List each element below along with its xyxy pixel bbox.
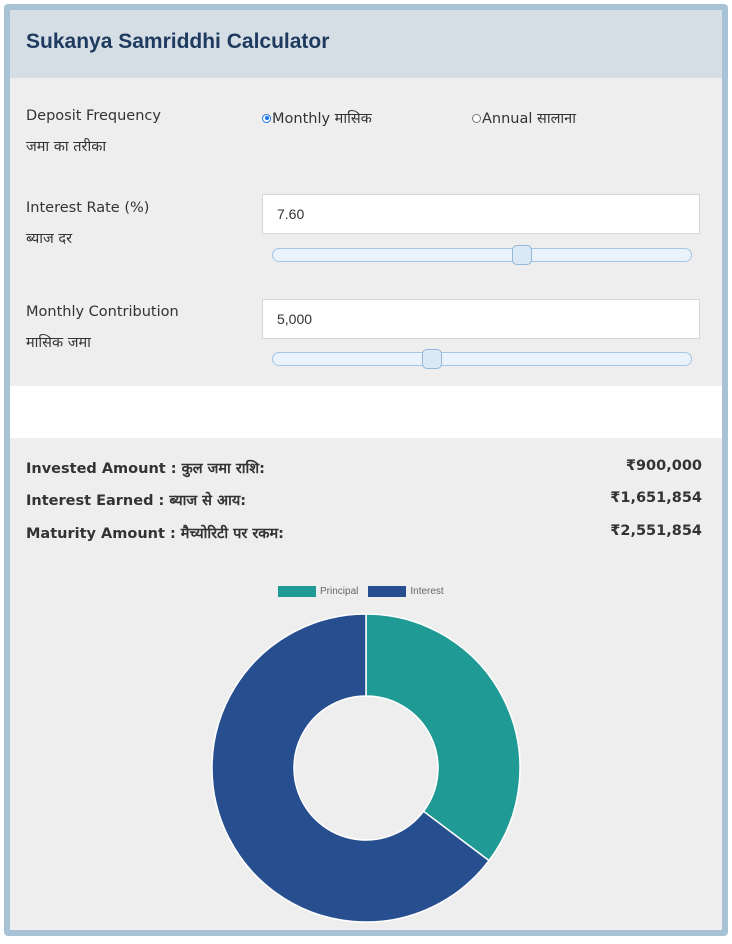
monthly-contribution-slider-thumb[interactable] (422, 349, 442, 369)
legend-swatch-interest (368, 585, 407, 597)
interest-rate-label: Interest Rate (%) ब्याज दर (26, 200, 149, 248)
interest-rate-label-en: Interest Rate (%) (26, 200, 150, 216)
donut-slice-interest[interactable] (211, 613, 491, 923)
legend-label-principal: Principal (320, 585, 359, 597)
radio-monthly-label[interactable]: Monthly मासिक (272, 111, 372, 127)
donut-chart (211, 613, 521, 923)
chart-legend: Principal Interest (278, 584, 454, 598)
deposit-frequency-label-en: Deposit Frequency (26, 108, 161, 124)
interest-earned-label: Interest Earned : ब्याज से आय: (26, 493, 247, 509)
maturity-amount-label: Maturity Amount : मैच्योरिटी पर रकम: (26, 526, 284, 542)
monthly-contribution-label-hi: मासिक जमा (26, 335, 91, 351)
deposit-frequency-label-hi: जमा का तरीका (26, 139, 107, 155)
interest-rate-label-hi: ब्याज दर (26, 231, 73, 247)
legend-item-interest[interactable]: Interest (368, 585, 444, 597)
radio-monthly[interactable]: Monthly मासिक (262, 108, 372, 128)
invested-amount-label: Invested Amount : कुल जमा राशि: (26, 461, 265, 477)
monthly-contribution-label-en: Monthly Contribution (26, 304, 179, 320)
radio-annual-label[interactable]: Annual सालाना (482, 111, 576, 127)
interest-rate-slider[interactable] (272, 245, 692, 265)
radio-annual-indicator[interactable] (472, 113, 481, 123)
monthly-contribution-slider[interactable] (272, 349, 692, 369)
radio-annual[interactable]: Annual सालाना (472, 108, 576, 128)
page-title: Sukanya Samriddhi Calculator (26, 30, 330, 53)
interest-earned-row: Interest Earned : ब्याज से आय: ₹1,651,85… (26, 490, 702, 512)
calculator-form: Deposit Frequency जमा का तरीका Monthly म… (10, 88, 722, 386)
monthly-contribution-input[interactable]: 5,000 (262, 299, 700, 339)
invested-amount-row: Invested Amount : कुल जमा राशि: ₹900,000 (26, 458, 702, 480)
maturity-amount-row: Maturity Amount : मैच्योरिटी पर रकम: ₹2,… (26, 523, 702, 545)
donut-slice-principal[interactable] (365, 613, 521, 862)
legend-swatch-principal (278, 585, 316, 597)
radio-monthly-indicator[interactable] (262, 113, 271, 123)
legend-item-principal[interactable]: Principal (278, 585, 359, 597)
interest-rate-slider-thumb[interactable] (512, 245, 532, 265)
deposit-frequency-label: Deposit Frequency जमा का तरीका (26, 108, 161, 156)
section-divider (10, 386, 722, 438)
maturity-amount-value: ₹2,551,854 (610, 523, 702, 539)
monthly-contribution-label: Monthly Contribution मासिक जमा (26, 304, 179, 352)
calculator-header: Sukanya Samriddhi Calculator (10, 10, 722, 78)
results-panel: Invested Amount : कुल जमा राशि: ₹900,000… (10, 438, 722, 930)
invested-amount-value: ₹900,000 (625, 458, 702, 474)
calculator-panel: Sukanya Samriddhi Calculator Deposit Fre… (4, 4, 728, 936)
interest-rate-input[interactable]: 7.60 (262, 194, 700, 234)
interest-earned-value: ₹1,651,854 (610, 490, 702, 506)
legend-label-interest: Interest (410, 585, 444, 597)
